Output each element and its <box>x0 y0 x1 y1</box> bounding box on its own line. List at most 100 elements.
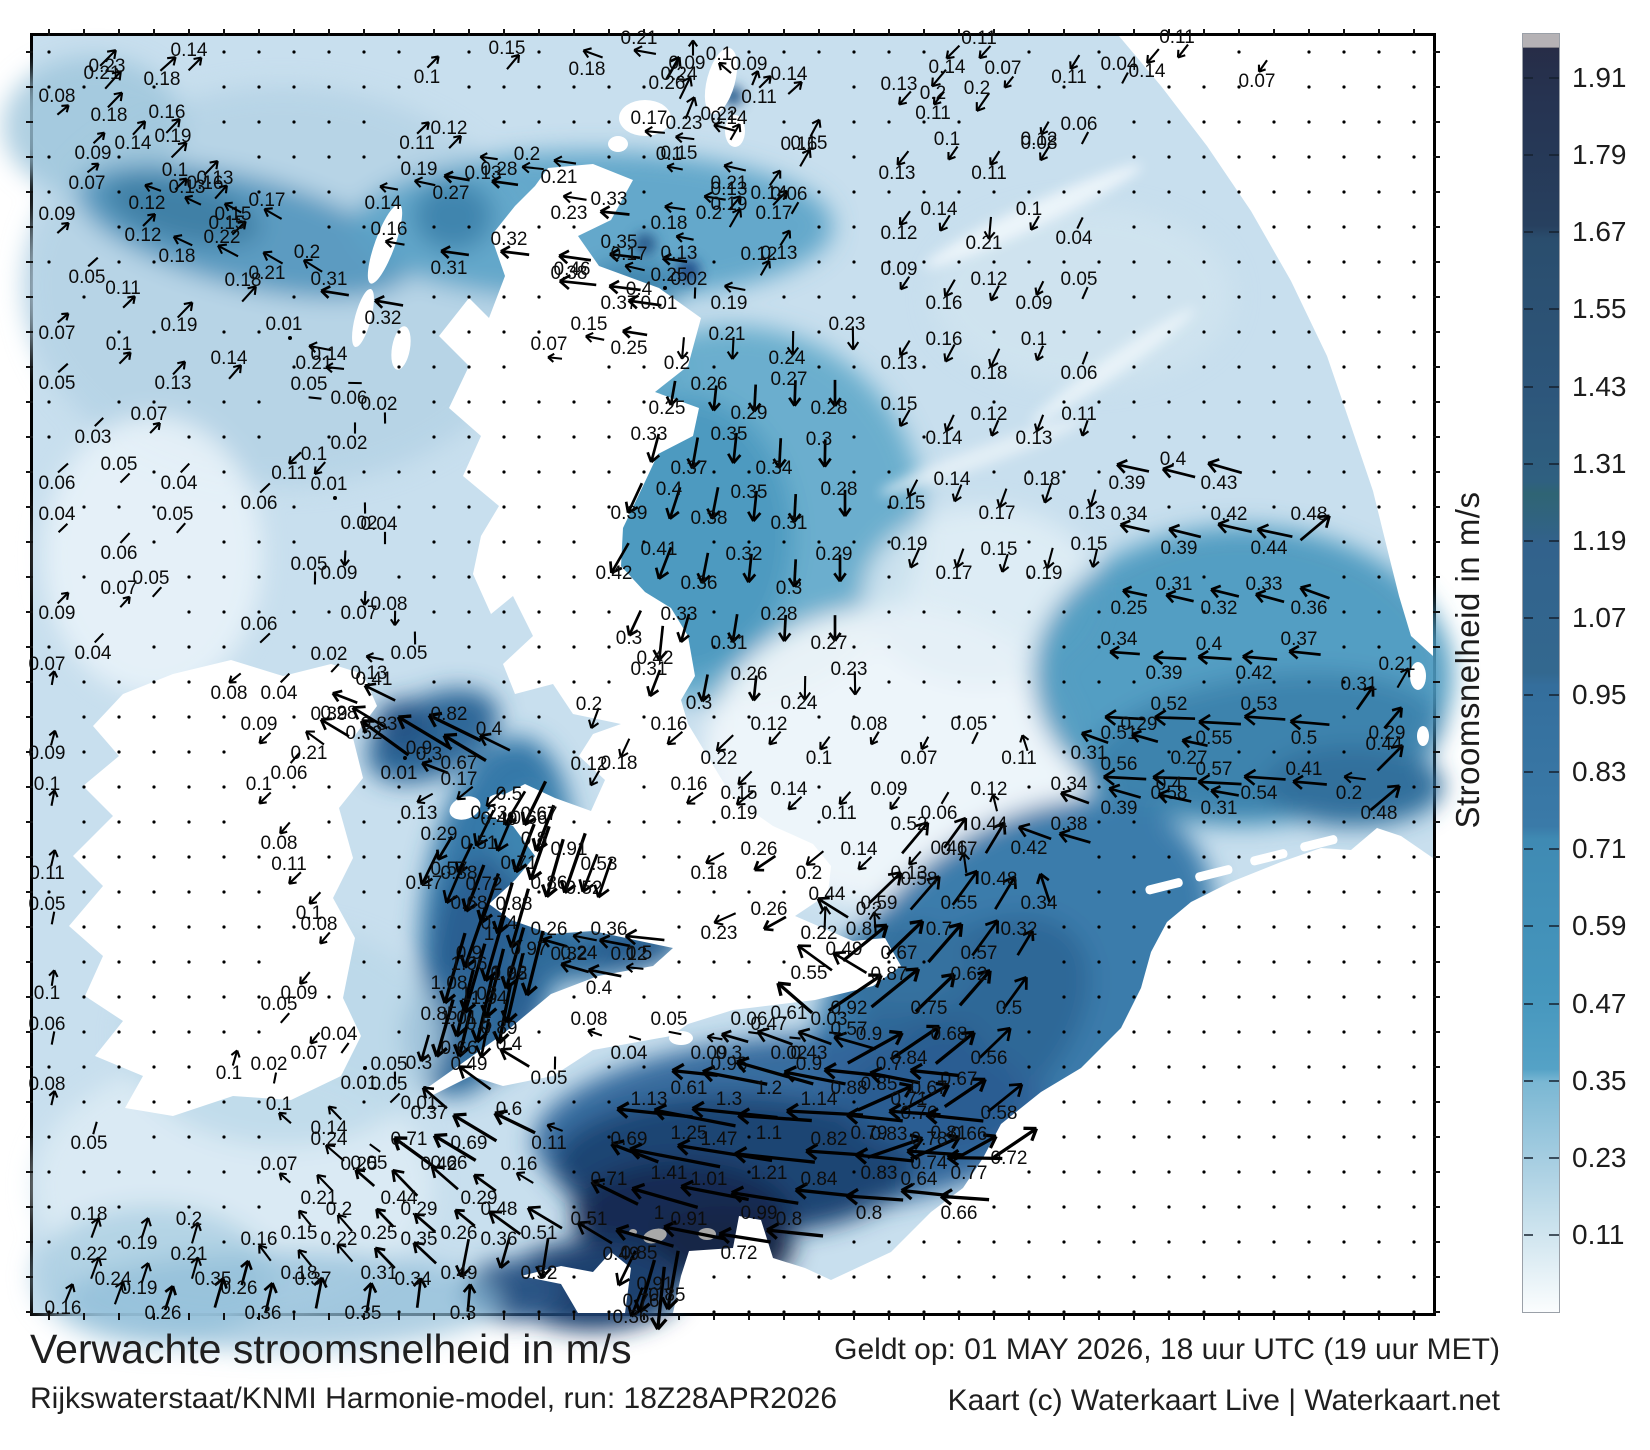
grid-dot <box>117 890 121 894</box>
current-arrow <box>332 692 358 704</box>
arrow-head <box>1021 734 1030 741</box>
arrow-head <box>787 577 796 588</box>
current-arrow <box>1040 121 1050 135</box>
speed-value-label: 0.05 <box>29 894 66 915</box>
current-arrow <box>305 730 325 746</box>
arrow-head <box>718 1226 732 1236</box>
arrow-head <box>769 741 778 746</box>
grid-dot <box>1342 295 1346 299</box>
arrow-head <box>491 920 500 934</box>
arrow-head <box>562 195 571 204</box>
arrow-head <box>262 252 269 261</box>
arrow-head <box>365 655 373 663</box>
grid-dot <box>1202 680 1206 684</box>
arrow-head <box>738 124 742 133</box>
speed-value-label: 0.25 <box>341 1154 378 1175</box>
grid-dot <box>187 1135 191 1139</box>
current-arrow <box>712 385 718 411</box>
grid-dot <box>82 575 86 579</box>
speed-value-label: 0.61 <box>671 1078 708 1099</box>
speed-value-label: 0.71 <box>501 853 538 874</box>
arrow-head <box>196 1222 202 1232</box>
speed-value-label: 0.1 <box>301 444 327 465</box>
current-arrow <box>738 1113 812 1123</box>
speed-value-label: 0.2 <box>294 242 320 263</box>
arrow-head <box>626 625 631 636</box>
arrow-head <box>833 950 847 955</box>
current-arrow <box>420 850 440 886</box>
current-arrow <box>625 264 645 272</box>
arrow-head <box>828 397 837 407</box>
station-dot <box>288 336 292 340</box>
grid-dot <box>327 190 331 194</box>
arrow-head <box>958 923 964 938</box>
grid-dot <box>1132 1135 1136 1139</box>
island-wadden-2 <box>1195 865 1233 882</box>
current-arrow <box>1344 775 1366 781</box>
current-arrow <box>224 202 242 214</box>
grid-dot <box>1097 1135 1101 1139</box>
arrow-head <box>379 182 388 188</box>
speed-value-label: 0.05 <box>157 504 194 525</box>
arrow-head <box>670 55 680 63</box>
grid-dot <box>397 785 401 789</box>
grid-dot <box>887 645 891 649</box>
grid-dot <box>1342 1065 1346 1069</box>
speed-value-label: 0.06 <box>39 473 76 494</box>
speed-value-label: 0.31 <box>361 1263 398 1284</box>
grid-dot <box>502 295 506 299</box>
colorbar-tick-mark <box>1524 77 1533 79</box>
speed-value-label: 0.66 <box>441 1038 478 1059</box>
grid-dot <box>1307 85 1311 89</box>
arrow-head <box>788 807 797 811</box>
speed-value-label: 0.22 <box>701 104 738 125</box>
grid-dot <box>257 610 261 614</box>
grid-dot <box>1272 820 1276 824</box>
speed-value-label: 0.21 <box>84 63 121 84</box>
current-arrow <box>1105 715 1145 721</box>
grid-dot <box>327 855 331 859</box>
grid-dot <box>1027 680 1031 684</box>
arrow-head <box>909 1069 922 1081</box>
arrow-head <box>681 351 689 360</box>
arrow-head <box>308 345 317 354</box>
grid-dot <box>957 715 961 719</box>
grid-dot <box>117 1170 121 1174</box>
speed-value-label: 0.33 <box>1246 574 1283 595</box>
arrow-head <box>671 1062 685 1073</box>
grid-dot <box>1132 680 1136 684</box>
arrow-head <box>631 1182 646 1191</box>
grid-dot <box>1412 855 1416 859</box>
arrow-head <box>691 1100 705 1110</box>
arrow-head <box>713 120 723 127</box>
arrow-head <box>752 692 761 702</box>
arrow-head <box>1013 876 1017 890</box>
speed-value-label: 0.18 <box>601 753 638 774</box>
grid-dot <box>467 575 471 579</box>
arrow-head <box>919 742 923 750</box>
speed-value-label: 0.16 <box>671 774 708 795</box>
arrow-head <box>523 816 537 827</box>
grid-dot <box>1202 330 1206 334</box>
speed-value-label: 0.1 <box>1016 199 1042 220</box>
grid-dot <box>1202 960 1206 964</box>
arrow-head <box>493 838 499 851</box>
arrow-head <box>618 748 622 758</box>
arrow-head <box>362 1282 373 1292</box>
grid-dot <box>1062 1310 1066 1314</box>
current-arrow <box>886 919 924 957</box>
arrow-head <box>1390 744 1403 749</box>
water-speed-field <box>3 36 1453 1351</box>
grid-dot <box>1377 995 1381 999</box>
grid-dot <box>1237 330 1241 334</box>
grid-dot <box>1202 400 1206 404</box>
speed-value-label: 0.92 <box>831 998 868 1019</box>
grid-dot <box>1377 925 1381 929</box>
current-arrow <box>1198 655 1232 661</box>
arrow-head <box>628 1148 641 1160</box>
speed-value-label: 0.16 <box>371 219 408 240</box>
arrow-head <box>946 55 955 60</box>
current-arrow <box>823 906 827 930</box>
grid-dot <box>852 225 856 229</box>
arrow-head <box>497 1033 510 1045</box>
